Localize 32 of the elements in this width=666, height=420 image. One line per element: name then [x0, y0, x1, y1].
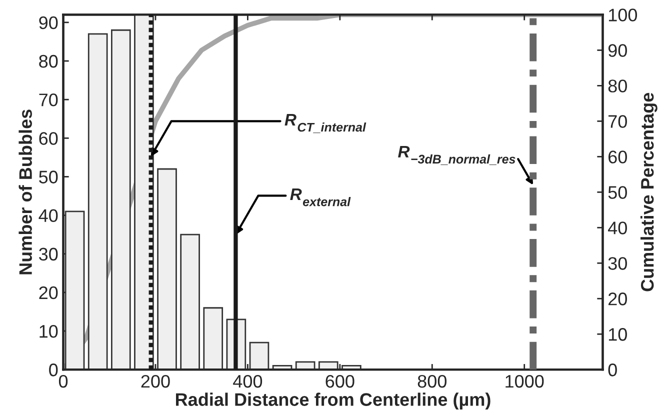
y2-tick-label: 70: [608, 115, 627, 128]
y-tick-label: 20: [39, 286, 58, 300]
x-axis-title: Radial Distance from Centerline (µm): [176, 392, 490, 410]
y-tick-label: 40: [38, 209, 58, 222]
y2-axis-title: Cumulative Percentage: [640, 92, 658, 292]
x-tick-label: 400: [233, 374, 262, 388]
y2-tick-label: 40: [608, 222, 627, 234]
ref-line-label: R−3dB_normal_res: [398, 146, 516, 166]
y-tick-label: 50: [39, 170, 58, 184]
ref-line-label: RCT_internal: [284, 114, 366, 134]
y2-tick-label: 60: [608, 150, 627, 164]
y-tick-label: 70: [39, 94, 58, 106]
y2-tick-label: 20: [608, 292, 627, 306]
y-tick-label: 80: [39, 54, 58, 68]
y-axis-title: Number of Bubbles: [18, 110, 32, 274]
y2-tick-label: 0: [608, 364, 617, 376]
y2-tick-label: 100: [608, 8, 638, 22]
y2-tick-label: 90: [608, 44, 627, 57]
y-tick-label: 30: [39, 248, 58, 261]
x-tick-label: 200: [141, 374, 170, 388]
x-tick-label: 1000: [506, 374, 544, 388]
y2-tick-label: 50: [608, 186, 627, 199]
y2-tick-label: 30: [608, 257, 627, 270]
y2-tick-label: 80: [608, 80, 627, 92]
y-tick-label: 10: [40, 324, 58, 338]
y-tick-label: 0: [49, 364, 58, 376]
y2-tick-label: 10: [608, 328, 627, 341]
x-tick-label: 600: [326, 374, 354, 388]
x-tick-label: 0: [58, 374, 68, 388]
x-tick-label: 800: [418, 374, 446, 388]
y-tick-label: 90: [39, 16, 58, 30]
y-tick-label: 60: [39, 132, 58, 145]
